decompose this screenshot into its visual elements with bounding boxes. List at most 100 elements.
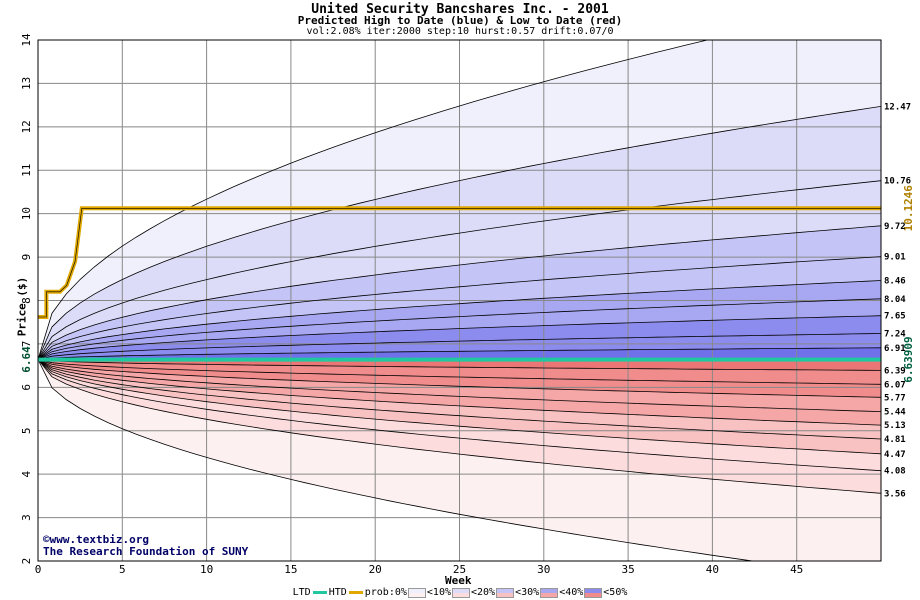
quantile-line bbox=[38, 333, 881, 360]
quantile-line bbox=[38, 359, 881, 494]
low-quantile-label: 6.07 bbox=[884, 380, 906, 390]
legend-swatch-20 bbox=[496, 587, 515, 598]
high-band-3 bbox=[38, 225, 881, 360]
y-tick-label: 5 bbox=[20, 427, 33, 434]
high-band-4 bbox=[38, 256, 881, 360]
x-tick-label: 45 bbox=[790, 563, 803, 576]
y-tick-label: 12 bbox=[20, 120, 33, 133]
y-tick-label: 6 bbox=[20, 384, 33, 391]
y-tick-label: 2 bbox=[20, 558, 33, 565]
high-quantile-label: 6.91 bbox=[884, 344, 906, 354]
quantile-line bbox=[38, 359, 881, 440]
y-tick-label: 8 bbox=[20, 297, 33, 304]
low-band-4 bbox=[38, 359, 881, 439]
low-band-6 bbox=[38, 359, 881, 412]
legend-swatch-40 bbox=[584, 587, 603, 598]
quantile-line bbox=[38, 359, 756, 561]
quantile-line bbox=[38, 40, 710, 360]
credit-block: ©www.textbiz.org The Research Foundation… bbox=[43, 534, 248, 558]
high-quantile-label: 9.01 bbox=[884, 253, 906, 263]
low-quantile-label: 5.77 bbox=[884, 393, 906, 403]
legend-p50-label: <50% bbox=[603, 587, 628, 598]
low-quantile-label: 4.81 bbox=[884, 435, 906, 445]
x-tick-label: 25 bbox=[453, 563, 466, 576]
low-quantile-label: 5.44 bbox=[884, 408, 906, 418]
y-tick-label: 3 bbox=[20, 514, 33, 521]
y-tick-label: 7 bbox=[20, 341, 33, 348]
x-axis-label: Week bbox=[445, 574, 472, 587]
quantile-line bbox=[38, 359, 881, 455]
quantile-line bbox=[38, 347, 881, 360]
htd-line-edge bbox=[38, 208, 881, 318]
low-quantile-label: 4.08 bbox=[884, 467, 906, 477]
chart-params: vol:2.08% iter:2000 step:10 hurst:0.57 d… bbox=[306, 26, 614, 37]
quantile-line bbox=[38, 359, 881, 472]
legend-p10-label: <10% bbox=[426, 587, 451, 598]
credit-url[interactable]: ©www.textbiz.org bbox=[43, 533, 149, 546]
low-quantile-label: 6.39 bbox=[884, 366, 906, 376]
quantile-line bbox=[38, 359, 881, 426]
legend-ltd-swatch bbox=[312, 591, 327, 594]
high-band-6 bbox=[38, 298, 881, 360]
quantile-line bbox=[38, 106, 881, 360]
start-price-label: 6.64 bbox=[20, 346, 33, 373]
legend-swatch-10 bbox=[452, 587, 470, 598]
legend-htd-label: HTD bbox=[328, 587, 347, 598]
quantile-line bbox=[38, 180, 881, 360]
low-quantile-label: 4.47 bbox=[884, 450, 906, 460]
y-tick-label: 4 bbox=[20, 470, 33, 477]
x-tick-label: 5 bbox=[119, 563, 126, 576]
y-tick-label: 11 bbox=[20, 164, 33, 177]
quantile-line bbox=[38, 359, 881, 398]
y-tick-label: 14 bbox=[20, 33, 33, 47]
legend-prob0-label: prob:0% bbox=[364, 587, 407, 598]
x-tick-label: 35 bbox=[621, 563, 634, 576]
high-band-2 bbox=[38, 180, 881, 360]
x-tick-label: 40 bbox=[706, 563, 719, 576]
high-quantile-label: 12.47 bbox=[884, 102, 911, 112]
low-quantile-label: 5.13 bbox=[884, 421, 906, 431]
x-tick-label: 20 bbox=[369, 563, 382, 576]
x-tick-label: 10 bbox=[200, 563, 213, 576]
chart-title: United Security Bancshares Inc. - 2001 bbox=[311, 2, 609, 17]
quantile-line bbox=[38, 280, 881, 360]
low-band-3 bbox=[38, 359, 881, 454]
y-tick-label: 9 bbox=[20, 254, 33, 261]
high-band-0 bbox=[38, 40, 881, 360]
htd-value-label: 10.1246 bbox=[902, 185, 915, 232]
high-quantile-label: 7.24 bbox=[884, 329, 906, 339]
legend: LTD HTD prob:0% <10% <20% <30% <40% <50% bbox=[0, 587, 920, 599]
quantile-line bbox=[38, 256, 881, 360]
high-quantile-label: 8.46 bbox=[884, 277, 906, 287]
quantile-line bbox=[38, 359, 881, 371]
legend-p40-label: <40% bbox=[559, 587, 584, 598]
quantile-line bbox=[38, 359, 881, 412]
plot-border bbox=[37, 39, 882, 562]
quantile-line bbox=[38, 225, 881, 360]
chart-subtitle: Predicted High to Date (blue) & Low to D… bbox=[297, 14, 623, 27]
legend-ltd-label: LTD bbox=[292, 587, 311, 598]
low-band-1 bbox=[38, 359, 881, 494]
legend-p30-label: <30% bbox=[515, 587, 540, 598]
low-band-2 bbox=[38, 359, 881, 471]
high-quantile-label: 10.76 bbox=[884, 177, 911, 187]
quantile-line bbox=[38, 359, 881, 385]
high-quantile-label: 9.72 bbox=[884, 222, 906, 232]
low-quantile-label: 3.56 bbox=[884, 489, 906, 499]
quantile-line bbox=[38, 298, 881, 360]
bands-group bbox=[38, 40, 881, 561]
x-tick-label: 0 bbox=[35, 563, 42, 576]
low-band-5 bbox=[38, 359, 881, 426]
x-tick-label: 15 bbox=[284, 563, 297, 576]
legend-swatch-30 bbox=[540, 587, 559, 598]
y-tick-label: 13 bbox=[20, 77, 33, 90]
x-tick-label: 30 bbox=[537, 563, 550, 576]
quantile-line bbox=[38, 315, 881, 360]
legend-htd-swatch bbox=[348, 591, 363, 594]
high-quantile-label: 7.65 bbox=[884, 312, 906, 322]
y-axis-label: Price ($) bbox=[15, 276, 29, 337]
credit-org: The Research Foundation of SUNY bbox=[43, 545, 249, 558]
legend-swatch-0 bbox=[407, 587, 426, 598]
y-tick-label: 10 bbox=[20, 207, 33, 220]
